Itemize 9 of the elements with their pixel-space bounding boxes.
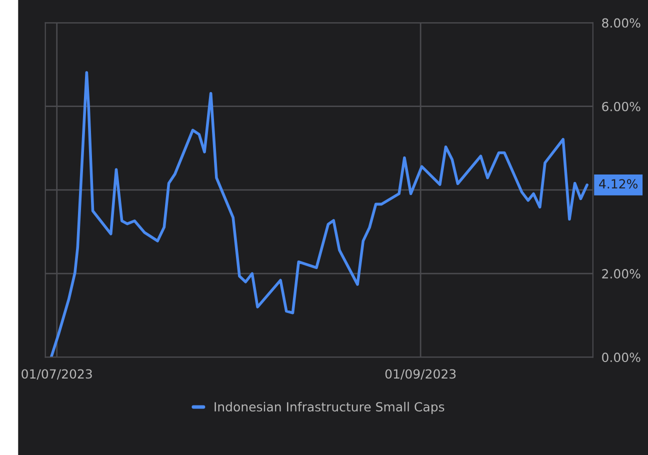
y-tick-label: 2.00% xyxy=(602,269,640,278)
legend-label: Indonesian Infrastructure Small Caps xyxy=(214,402,444,414)
y-tick-label: 6.00% xyxy=(602,102,640,112)
y-tick-label: 8.00% xyxy=(602,18,640,28)
x-tick-label: 01/07/2023 xyxy=(22,369,92,380)
line-series xyxy=(50,71,588,358)
text: 4.12% xyxy=(599,179,638,189)
y-tick-label: 0.00% xyxy=(602,352,640,362)
x-tick-label: 01/09/2023 xyxy=(385,369,456,380)
